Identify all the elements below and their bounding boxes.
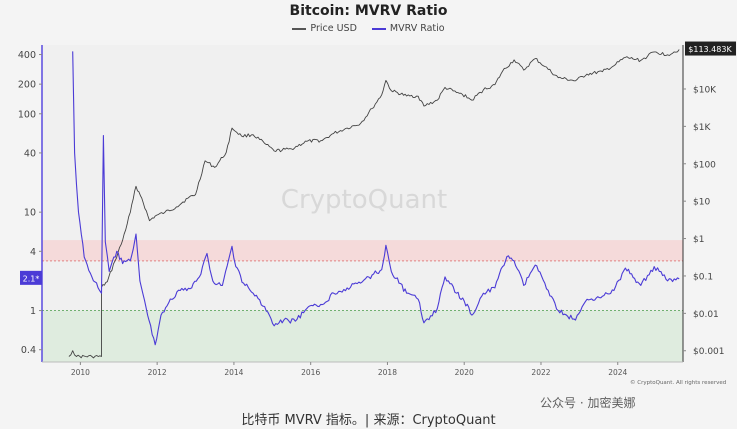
legend-swatch-mvrv [371,27,386,30]
watermark-text: CryptoQuant [281,185,447,215]
x-tick-label-0: 2010 [71,368,90,377]
band-overvalued [42,240,683,261]
band-undervalued [42,310,683,362]
x-tick-label-6: 2022 [531,368,550,377]
right-tick-label-1: $0.01 [693,310,719,320]
x-tick-label-3: 2016 [301,368,320,377]
right-tick-label-7: $10K [693,85,717,95]
legend-item-price[interactable]: Price USD [292,23,357,34]
right-tick-label-0: $0.001 [693,347,725,357]
right-tick-label-6: $1K [693,123,711,133]
current-mvrv-label: 2.1* [23,274,40,283]
social-watermark: 公众号 · 加密美娜 [540,396,636,410]
left-tick-label-3: 10 [24,208,36,219]
chart-title: Bitcoin: MVRV Ratio [289,3,448,19]
left-tick-label-4: 40 [24,148,36,159]
right-tick-label-4: $10 [693,198,710,208]
left-tick-label-5: 100 [18,109,36,120]
right-tick-label-3: $1 [693,235,704,245]
current-mvrv-badge [20,270,42,285]
x-tick-label-4: 2018 [378,368,397,377]
right-tick-label-5: $100 [693,160,716,170]
copyright-note: © CryptoQuant. All rights reserved [630,380,727,386]
legend-item-mvrv[interactable]: MVRV Ratio [371,23,445,34]
x-tick-label-7: 2024 [608,368,627,377]
left-tick-label-1: 1 [30,306,36,317]
left-tick-label-0: 0.4 [21,345,36,356]
left-tick-label-6: 200 [18,80,36,91]
x-tick-label-5: 2020 [455,368,474,377]
legend-swatch-price [292,27,307,30]
figure-caption: 比特币 MVRV 指标。| 来源：CryptoQuant [241,413,496,428]
current-price-label: $113.483K [688,45,732,54]
left-tick-label-7: 400 [18,50,36,61]
right-tick-label-2: $0.1 [693,272,713,282]
x-tick-label-1: 2012 [148,368,167,377]
left-tick-label-2: 4 [30,247,36,258]
x-tick-label-2: 2014 [224,368,243,377]
series-line-mvrv [72,51,680,346]
current-price-badge [685,41,736,56]
legend-label-mvrv: MVRV Ratio [389,23,445,34]
plot-area [42,45,683,362]
legend-label-price: Price USD [310,23,357,34]
chart-legend: Price USD MVRV Ratio [0,23,737,34]
series-line-price [68,49,680,359]
